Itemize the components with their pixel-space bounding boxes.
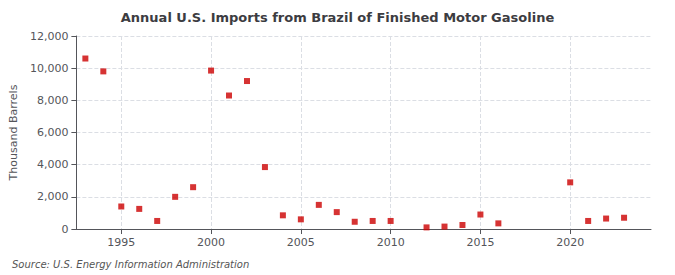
svg-text:2010: 2010 bbox=[377, 236, 405, 249]
svg-text:10,000: 10,000 bbox=[30, 62, 69, 75]
svg-text:2000: 2000 bbox=[197, 236, 225, 249]
svg-text:12,000: 12,000 bbox=[30, 30, 69, 43]
svg-text:1995: 1995 bbox=[107, 236, 135, 249]
svg-text:Annual U.S. Imports from Brazi: Annual U.S. Imports from Brazil of Finis… bbox=[121, 10, 555, 25]
svg-text:2,000: 2,000 bbox=[37, 190, 69, 203]
svg-text:8,000: 8,000 bbox=[37, 94, 69, 107]
svg-text:2015: 2015 bbox=[466, 236, 494, 249]
svg-text:0: 0 bbox=[61, 223, 68, 236]
svg-text:2005: 2005 bbox=[287, 236, 315, 249]
svg-text:Thousand Barrels: Thousand Barrels bbox=[7, 84, 20, 181]
svg-text:Source: U.S. Energy Informatio: Source: U.S. Energy Information Administ… bbox=[12, 259, 249, 270]
svg-text:4,000: 4,000 bbox=[37, 158, 69, 171]
svg-text:2020: 2020 bbox=[556, 236, 584, 249]
svg-text:6,000: 6,000 bbox=[37, 126, 69, 139]
